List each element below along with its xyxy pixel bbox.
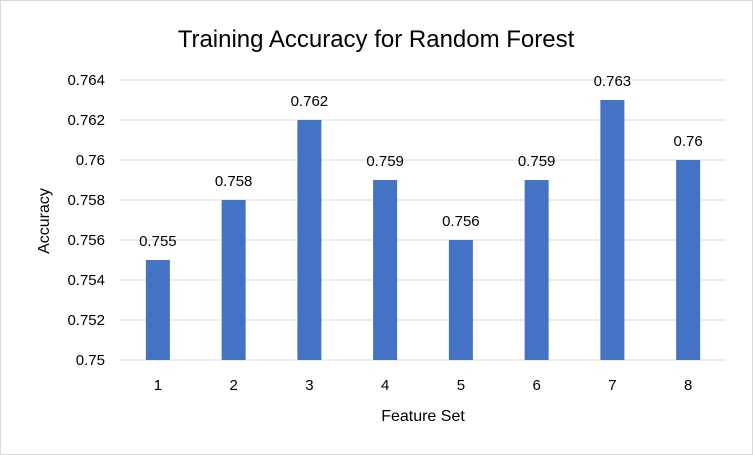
x-tick-label: 8 [684, 377, 692, 394]
bar-1 [145, 260, 170, 360]
data-label: 0.758 [215, 173, 253, 190]
bar-7 [600, 100, 625, 360]
y-tick-label: 0.764 [67, 72, 105, 89]
bar-3 [297, 120, 322, 360]
y-tick-label: 0.754 [67, 272, 105, 289]
y-tick-label: 0.76 [76, 152, 105, 169]
data-label: 0.755 [139, 233, 177, 250]
data-label: 0.756 [442, 213, 480, 230]
data-label: 0.759 [518, 153, 556, 170]
bar-8 [676, 160, 701, 360]
x-axis-ticks: 1 2 3 4 5 6 7 8 [154, 377, 693, 394]
x-tick-label: 1 [154, 377, 162, 394]
bars [145, 100, 701, 360]
chart-title: Training Accuracy for Random Forest [178, 26, 575, 53]
x-tick-label: 7 [608, 377, 616, 394]
data-label: 0.759 [366, 153, 404, 170]
y-tick-label: 0.75 [76, 352, 105, 369]
y-tick-label: 0.762 [67, 112, 105, 129]
bar-2 [221, 200, 246, 360]
bar-6 [524, 180, 549, 360]
data-label: 0.763 [594, 73, 632, 90]
y-tick-label: 0.758 [67, 192, 105, 209]
data-labels: 0.755 0.758 0.762 0.759 0.756 0.759 0.763 0.76 [139, 73, 703, 250]
x-axis-title: Feature Set [381, 408, 465, 425]
data-label: 0.762 [291, 93, 329, 110]
data-label: 0.76 [674, 133, 703, 150]
bar-5 [448, 240, 473, 360]
y-axis-title: Accuracy [36, 188, 53, 254]
y-tick-label: 0.756 [67, 232, 105, 249]
x-tick-label: 3 [305, 377, 313, 394]
x-tick-label: 4 [381, 377, 389, 394]
y-tick-label: 0.752 [67, 312, 105, 329]
x-tick-label: 5 [457, 377, 465, 394]
gridlines [120, 79, 726, 361]
x-tick-label: 2 [229, 377, 237, 394]
bar-4 [373, 180, 398, 360]
y-axis-ticks: 0.75 0.752 0.754 0.756 0.758 0.76 0.762 0.764 [67, 72, 105, 369]
x-tick-label: 6 [532, 377, 540, 394]
